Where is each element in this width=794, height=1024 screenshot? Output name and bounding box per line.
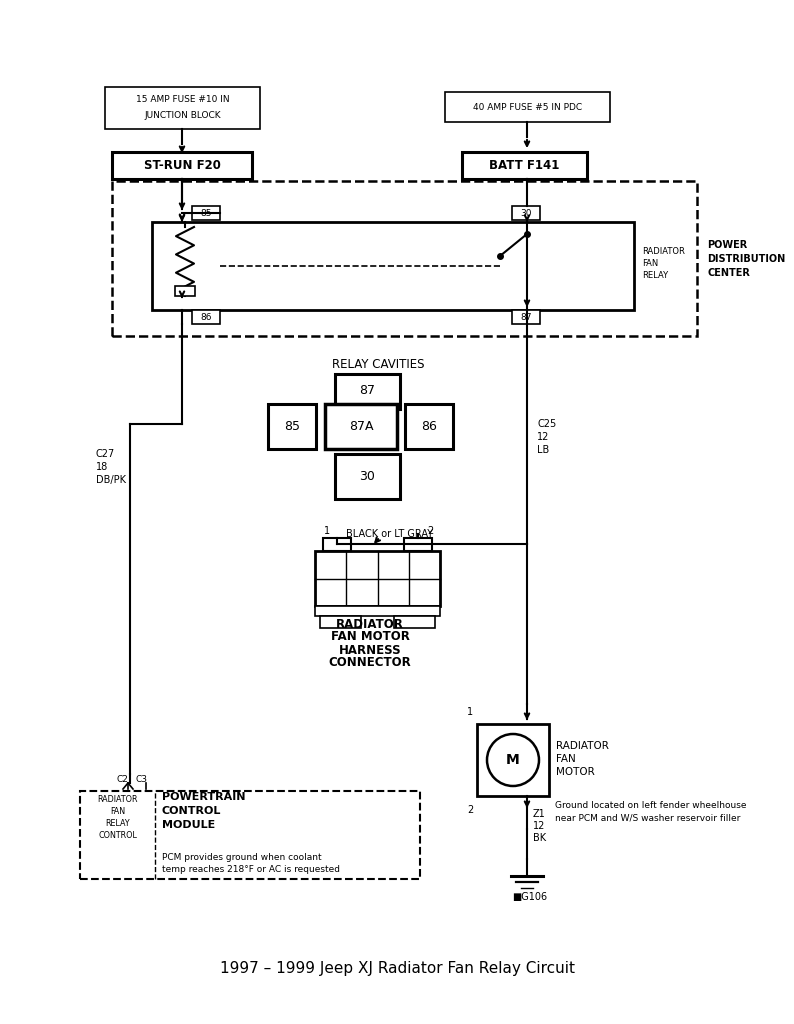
Text: C2: C2 — [116, 774, 128, 783]
Text: ST-RUN F20: ST-RUN F20 — [144, 159, 221, 172]
Text: FAN: FAN — [642, 259, 658, 268]
Bar — [335, 454, 400, 499]
Text: temp reaches 218°F or AC is requested: temp reaches 218°F or AC is requested — [162, 864, 340, 873]
Text: Ground located on left fender wheelhouse: Ground located on left fender wheelhouse — [555, 802, 746, 811]
Bar — [394, 616, 435, 628]
Text: PCM provides ground when coolant: PCM provides ground when coolant — [162, 853, 322, 861]
Text: RADIATOR: RADIATOR — [556, 741, 609, 751]
Text: 18: 18 — [96, 462, 108, 472]
Text: RADIATOR: RADIATOR — [642, 248, 685, 256]
Bar — [192, 310, 220, 324]
Bar — [315, 606, 440, 616]
Text: BK: BK — [533, 833, 546, 843]
Text: 12: 12 — [537, 432, 549, 442]
Text: near PCM and W/S washer reservoir filler: near PCM and W/S washer reservoir filler — [555, 813, 740, 822]
Bar — [268, 404, 316, 449]
Text: FAN: FAN — [110, 807, 125, 815]
Text: C27: C27 — [96, 449, 115, 459]
Text: RELAY: RELAY — [642, 271, 668, 281]
Text: POWERTRAIN: POWERTRAIN — [162, 792, 245, 802]
Text: 30: 30 — [359, 470, 375, 483]
Text: 15 AMP FUSE #10 IN: 15 AMP FUSE #10 IN — [136, 95, 229, 104]
Text: ■G106: ■G106 — [512, 892, 547, 902]
Text: DISTRIBUTION: DISTRIBUTION — [707, 254, 785, 263]
Text: HARNESS: HARNESS — [339, 643, 401, 656]
Text: RADIATOR: RADIATOR — [336, 617, 404, 631]
Text: RELAY: RELAY — [106, 818, 130, 827]
Text: DB/PK: DB/PK — [96, 475, 126, 485]
Text: 30: 30 — [520, 209, 532, 217]
Text: 87: 87 — [520, 312, 532, 322]
Text: FAN: FAN — [556, 754, 576, 764]
Text: 2: 2 — [427, 526, 433, 536]
Bar — [325, 404, 397, 449]
Bar — [477, 724, 549, 796]
Text: POWER: POWER — [707, 240, 747, 250]
Bar — [112, 181, 697, 336]
Bar — [80, 791, 420, 879]
Text: BLACK or LT GRAY: BLACK or LT GRAY — [346, 529, 434, 539]
Text: 1: 1 — [324, 526, 330, 536]
Text: M: M — [506, 753, 520, 767]
Bar — [105, 87, 260, 129]
Text: RADIATOR: RADIATOR — [98, 795, 138, 804]
Bar — [462, 152, 587, 179]
Text: 1997 – 1999 Jeep XJ Radiator Fan Relay Circuit: 1997 – 1999 Jeep XJ Radiator Fan Relay C… — [219, 962, 575, 977]
Text: MOTOR: MOTOR — [556, 767, 595, 777]
Text: BATT F141: BATT F141 — [489, 159, 560, 172]
Bar — [445, 92, 610, 122]
Bar — [152, 222, 634, 310]
Text: FAN MOTOR: FAN MOTOR — [330, 631, 410, 643]
Text: 87: 87 — [359, 384, 375, 397]
Text: Z1: Z1 — [533, 809, 545, 819]
Text: CENTER: CENTER — [707, 267, 750, 278]
Text: 12: 12 — [533, 821, 545, 831]
Bar — [405, 404, 453, 449]
Text: CONTROL: CONTROL — [162, 806, 222, 816]
Text: C3: C3 — [136, 774, 148, 783]
Bar — [512, 206, 540, 220]
Text: 86: 86 — [421, 421, 437, 433]
Bar — [320, 616, 361, 628]
Text: CONNECTOR: CONNECTOR — [329, 656, 411, 670]
Text: LB: LB — [537, 445, 549, 455]
Text: 2: 2 — [467, 805, 473, 815]
Text: CONTROL: CONTROL — [98, 830, 137, 840]
Bar — [175, 286, 195, 296]
Bar — [323, 538, 351, 551]
Bar — [335, 374, 400, 409]
Text: 40 AMP FUSE #5 IN PDC: 40 AMP FUSE #5 IN PDC — [473, 102, 582, 112]
Text: 85: 85 — [284, 421, 300, 433]
Text: RELAY CAVITIES: RELAY CAVITIES — [332, 357, 424, 371]
Text: MODULE: MODULE — [162, 820, 215, 830]
Bar — [315, 551, 440, 606]
Text: C25: C25 — [537, 419, 557, 429]
Text: 87A: 87A — [349, 421, 373, 433]
Bar — [192, 206, 220, 220]
Bar — [512, 310, 540, 324]
Text: 85: 85 — [200, 209, 212, 217]
Bar — [404, 538, 432, 551]
Bar — [112, 152, 252, 179]
Text: 86: 86 — [200, 312, 212, 322]
Text: JUNCTION BLOCK: JUNCTION BLOCK — [145, 112, 221, 121]
Text: 1: 1 — [467, 707, 473, 717]
